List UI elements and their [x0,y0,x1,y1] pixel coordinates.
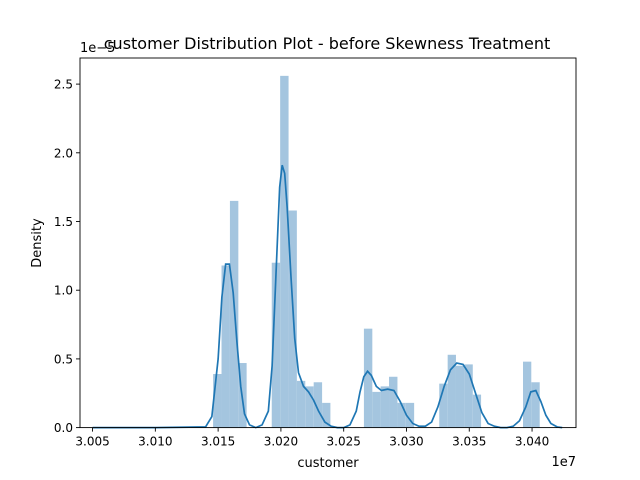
y-tick-label: 2.0 [54,146,73,160]
histogram-bar [523,361,532,428]
y-tick-label: 0.0 [54,421,73,435]
histogram-bar [439,383,448,428]
x-offset-label: 1e7 [551,455,576,470]
histogram-bar [389,376,398,428]
kde-curve [92,164,563,429]
histogram-bar [363,328,373,428]
histogram-bar [372,391,381,428]
histogram-bar [271,262,281,428]
histogram-bar [464,364,473,428]
y-tick-label: 1.5 [54,215,73,229]
histogram-bar [305,386,314,428]
x-tick-label: 3.010 [138,435,172,449]
histogram-bar [280,75,289,428]
histogram-bar [447,354,456,428]
x-tick-label: 3.025 [327,435,361,449]
chart-title: customer Distribution Plot - before Skew… [104,34,550,53]
y-offset-label: 1e−5 [80,41,115,56]
histogram-bar [405,402,415,428]
y-tick-label: 2.5 [54,78,73,92]
x-tick-label: 3.015 [201,435,235,449]
histogram-bar [313,382,323,428]
axes-frame [79,57,577,429]
x-tick-label: 3.005 [75,435,109,449]
histogram-bar [455,365,465,428]
x-tick-label: 3.040 [515,435,549,449]
y-axis-label: Density [30,218,45,268]
histogram-bar [221,265,230,428]
x-tick-label: 3.020 [264,435,298,449]
x-tick-label: 3.030 [389,435,423,449]
histogram-bar [472,394,482,428]
histogram-bar [531,382,540,428]
histogram-bar [213,374,222,428]
x-tick-label: 3.035 [452,435,486,449]
y-axis-ticks: 0.0 0.5 1.0 1.5 2.0 2.5 [54,78,80,435]
histogram-bar [380,386,390,428]
y-tick-label: 1.0 [54,284,73,298]
histogram-bar [322,402,331,428]
histogram-bar [397,402,406,428]
x-axis-label: customer [297,456,359,471]
y-tick-label: 0.5 [54,352,73,366]
x-axis-ticks: 3.005 3.010 3.015 3.020 3.025 3.030 3.035 3.040 [75,427,549,449]
histogram-bar [296,380,306,428]
